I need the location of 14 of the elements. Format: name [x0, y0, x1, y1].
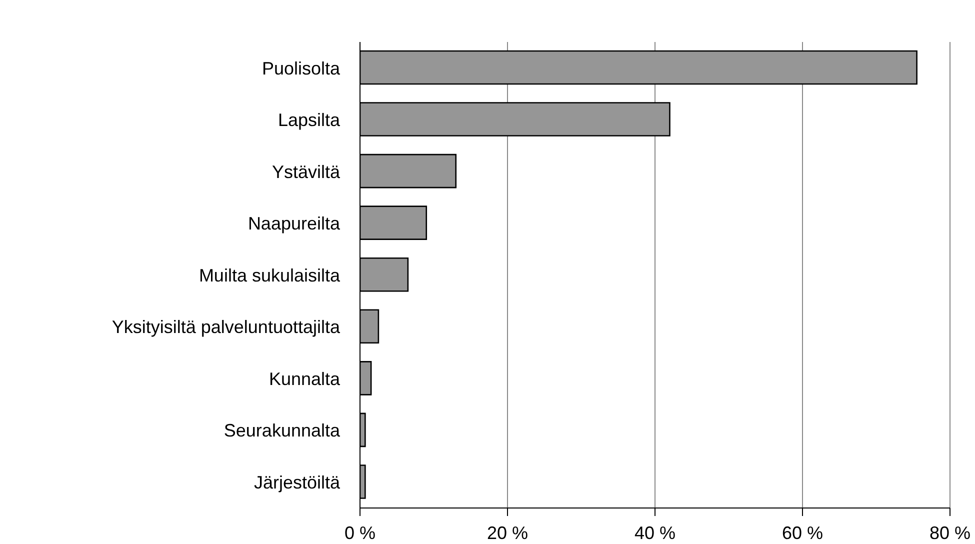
x-tick-label: 0 %	[344, 522, 376, 543]
y-tick-label: Ystäviltä	[272, 162, 341, 182]
y-tick-label: Järjestöiltä	[254, 472, 341, 492]
y-tick-label: Lapsilta	[278, 110, 341, 130]
y-tick-label: Naapureilta	[248, 214, 341, 234]
y-tick-label: Puolisolta	[262, 58, 341, 78]
x-tick-label: 80 %	[929, 522, 971, 543]
y-tick-label: Yksityisiltä palveluntuottajilta	[112, 317, 341, 338]
y-tick-label: Kunnalta	[268, 368, 341, 389]
x-tick-label: 20 %	[486, 522, 528, 543]
x-tick-label: 40 %	[634, 522, 676, 543]
y-tick-label: Seurakunnalta	[224, 420, 341, 441]
x-tick-label: 60 %	[782, 522, 824, 543]
y-tick-label: Muilta sukulaisilta	[198, 265, 341, 286]
